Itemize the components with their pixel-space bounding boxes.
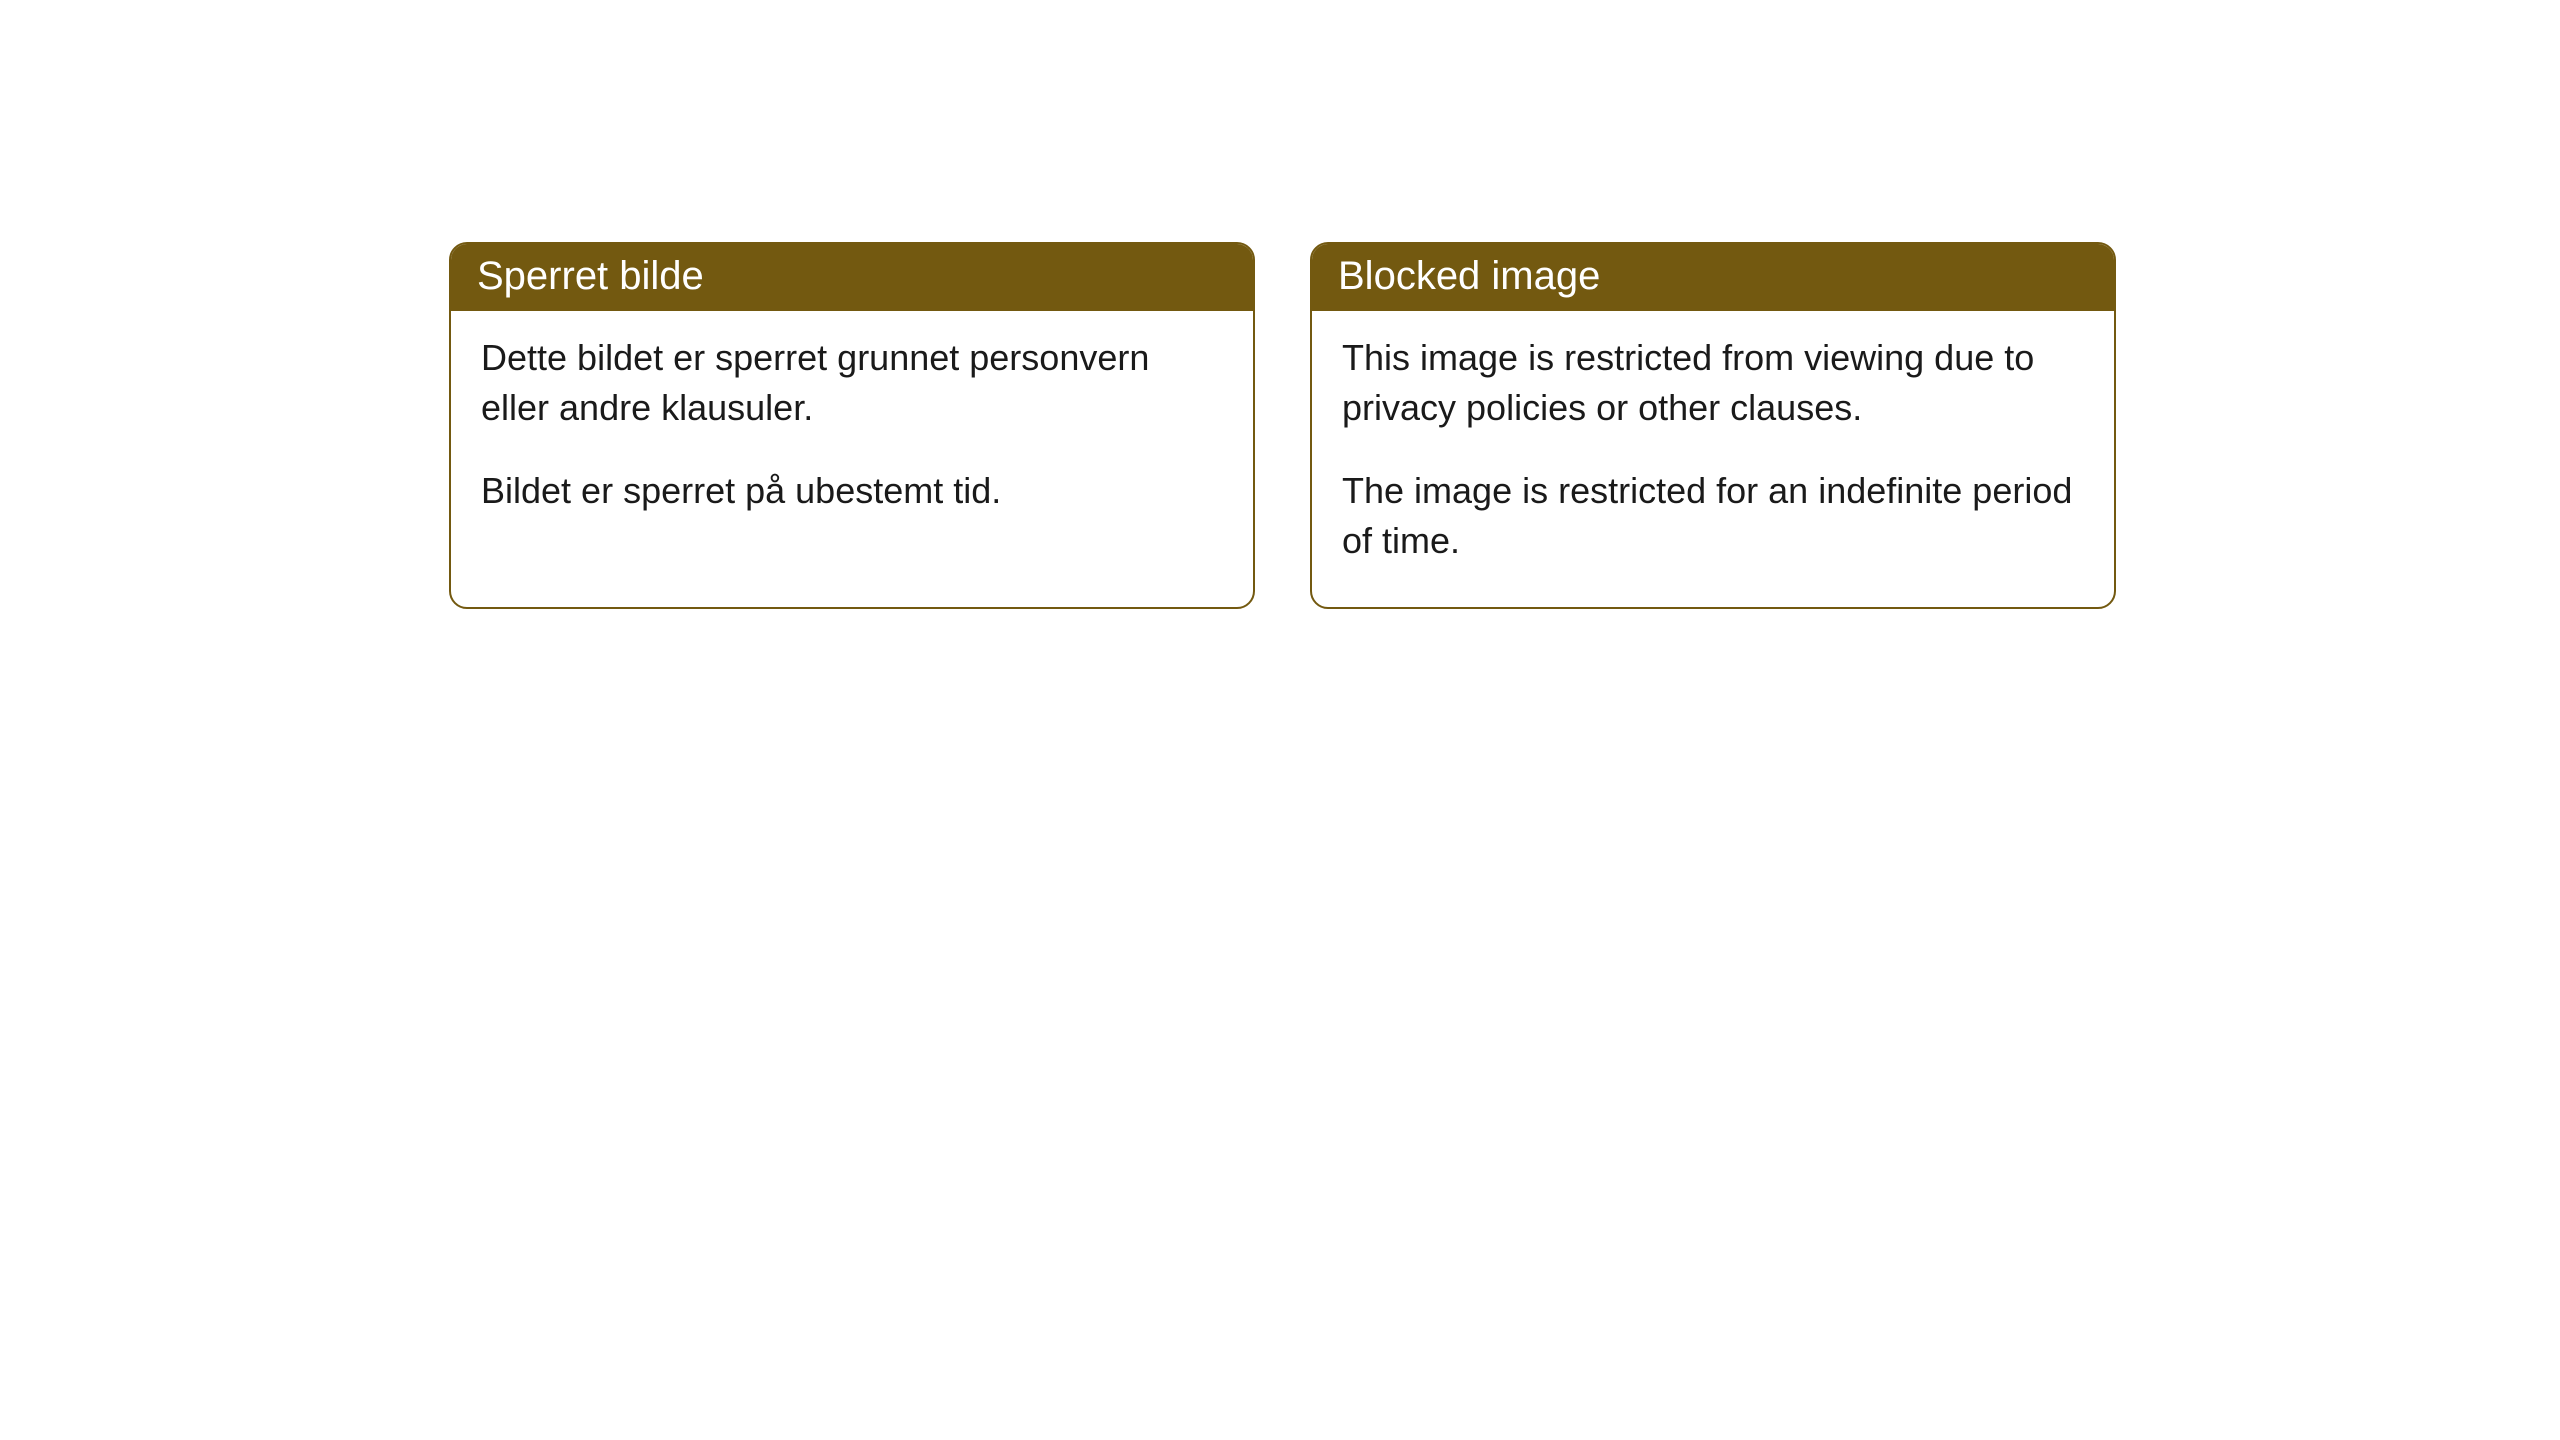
blocked-image-card-no: Sperret bilde Dette bildet er sperret gr… xyxy=(449,242,1255,609)
card-body-no: Dette bildet er sperret grunnet personve… xyxy=(451,311,1253,556)
card-header-no: Sperret bilde xyxy=(451,244,1253,311)
card-text-no-2: Bildet er sperret på ubestemt tid. xyxy=(481,466,1223,516)
cards-container: Sperret bilde Dette bildet er sperret gr… xyxy=(0,0,2560,609)
card-body-en: This image is restricted from viewing du… xyxy=(1312,311,2114,607)
card-text-en-1: This image is restricted from viewing du… xyxy=(1342,333,2084,434)
blocked-image-card-en: Blocked image This image is restricted f… xyxy=(1310,242,2116,609)
card-text-en-2: The image is restricted for an indefinit… xyxy=(1342,466,2084,567)
card-text-no-1: Dette bildet er sperret grunnet personve… xyxy=(481,333,1223,434)
card-header-en: Blocked image xyxy=(1312,244,2114,311)
